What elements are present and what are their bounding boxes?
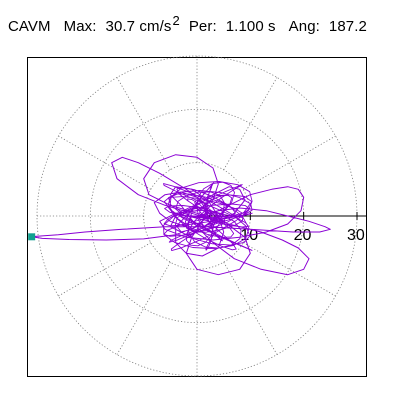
grid-spoke (223, 261, 278, 355)
chart-header: CAVM Max: 30.7 cm/s2 Per: 1.100 s Ang: 187.2 (8, 13, 367, 40)
ang-value: 187.2 (328, 18, 367, 35)
grid-spoke (242, 135, 336, 190)
per-label: Per: (188, 18, 217, 35)
max-label: Max: (63, 18, 97, 35)
max-value: 30.7 cm/s (105, 18, 172, 35)
ang-label: Ang: (288, 18, 320, 35)
max-unit-exponent: 2 (172, 13, 180, 28)
peak-marker (28, 233, 36, 241)
orbit-core-path (163, 181, 253, 252)
grid-spoke (242, 242, 336, 297)
orbit-path (31, 154, 331, 276)
radial-tick-label: 30 (347, 227, 365, 244)
mode-label: CAVM (8, 18, 51, 35)
orbit-trace (31, 154, 331, 276)
plot-frame (27, 57, 367, 377)
grid-spoke (116, 261, 171, 355)
radial-axis: 10 20 30 (197, 212, 367, 244)
peak-marker-group (28, 233, 36, 241)
grid-spoke (116, 77, 171, 171)
radial-tick-label: 20 (294, 227, 312, 244)
per-value: 1.100 s (225, 18, 276, 35)
